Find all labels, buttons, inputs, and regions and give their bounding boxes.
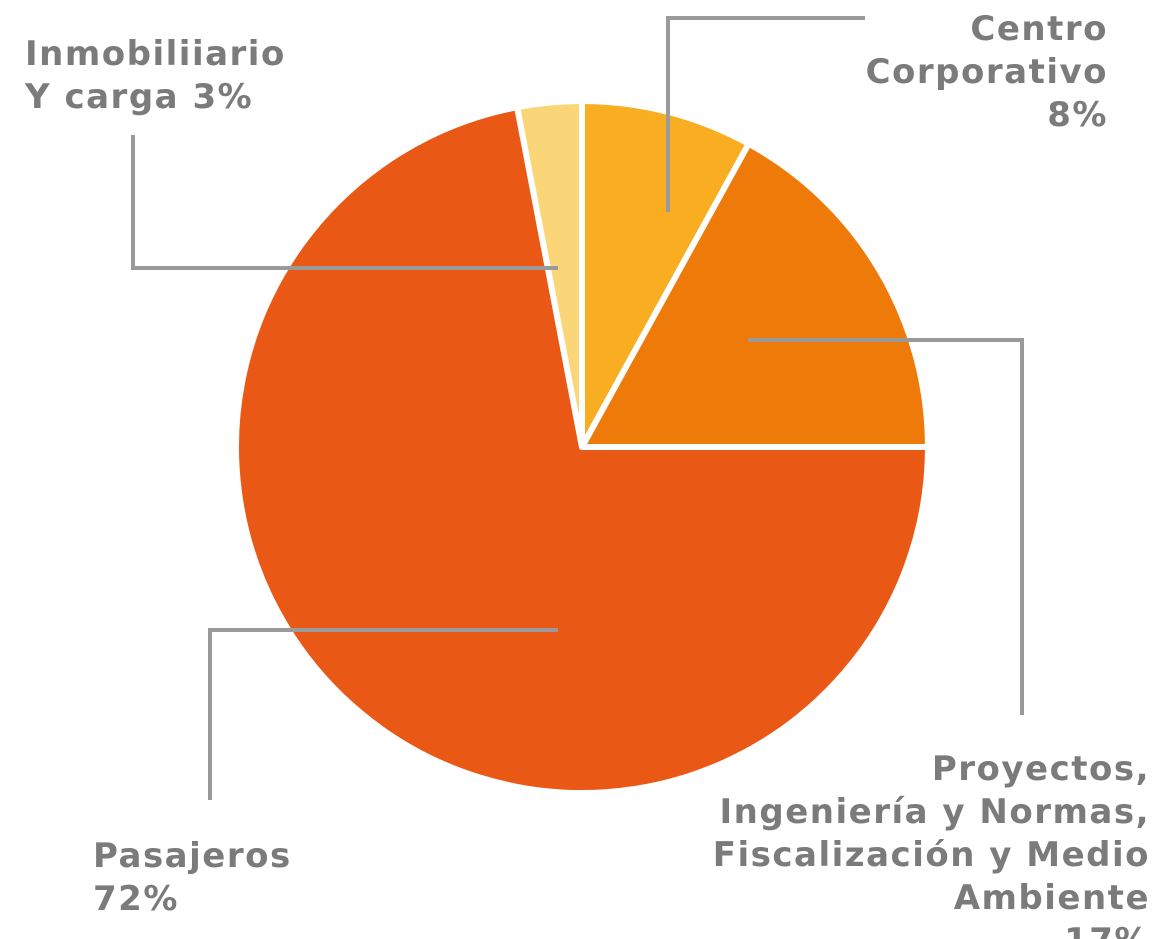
category-name: Proyectos, Ingeniería y Normas, Fiscaliz… xyxy=(712,749,1150,918)
leader-line xyxy=(131,135,558,270)
leader-line xyxy=(748,338,1024,715)
leader-line xyxy=(666,16,865,212)
leader-lines xyxy=(131,16,1024,800)
slice-label: Centro Corporativo 8% xyxy=(866,8,1108,137)
value-label: 3% xyxy=(192,77,254,117)
value-label: 8% xyxy=(1047,95,1108,135)
pie-slice xyxy=(514,98,585,450)
pie-slice xyxy=(579,140,931,450)
leader-line xyxy=(208,628,558,800)
category-name: Inmobiliiario Y carga xyxy=(25,34,286,117)
category-name: Centro Corporativo xyxy=(865,9,1108,92)
slice-label: Pasajeros 72% xyxy=(93,835,292,921)
value-label: 17% xyxy=(713,920,1150,939)
slice-label: Inmobiliiario Y carga 3% xyxy=(25,33,286,119)
pie-slice xyxy=(233,104,931,796)
category-name: Pasajeros xyxy=(93,836,292,876)
slice-label: Proyectos, Ingeniería y Normas, Fiscaliz… xyxy=(713,748,1150,939)
separator xyxy=(179,77,192,117)
value-label: 72% xyxy=(93,879,179,919)
